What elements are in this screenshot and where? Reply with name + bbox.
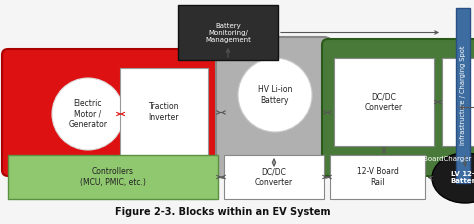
Bar <box>224 155 324 199</box>
Text: Traction
Inverter: Traction Inverter <box>149 102 179 122</box>
Bar <box>178 5 278 60</box>
Text: Electric
Motor /
Generator: Electric Motor / Generator <box>69 99 108 129</box>
Ellipse shape <box>238 58 312 132</box>
Bar <box>8 155 218 199</box>
FancyBboxPatch shape <box>322 39 474 176</box>
Text: 12-V Board
Rail: 12-V Board Rail <box>356 167 399 187</box>
Text: On-BoardCharger: On-BoardCharger <box>412 156 472 162</box>
Text: Controllers
(MCU, PMIC, etc.): Controllers (MCU, PMIC, etc.) <box>80 167 146 187</box>
Text: Figure 2-3. Blocks within an EV System: Figure 2-3. Blocks within an EV System <box>115 207 330 217</box>
Text: Infrastructure / Charging Spot: Infrastructure / Charging Spot <box>460 46 466 145</box>
FancyBboxPatch shape <box>216 37 332 178</box>
Bar <box>442 58 474 146</box>
Ellipse shape <box>52 78 124 150</box>
FancyBboxPatch shape <box>2 49 224 176</box>
Text: DC/DC
Converter: DC/DC Converter <box>255 167 293 187</box>
Text: HV Li-ion
Battery: HV Li-ion Battery <box>258 85 292 105</box>
Text: DC/DC
Converter: DC/DC Converter <box>365 92 403 112</box>
Ellipse shape <box>432 153 474 203</box>
Bar <box>120 68 208 156</box>
Text: LV 12-V
Battery: LV 12-V Battery <box>450 172 474 185</box>
Text: Battery
Monitoring/
Management: Battery Monitoring/ Management <box>205 22 251 43</box>
Bar <box>334 58 434 146</box>
Bar <box>330 155 425 199</box>
Bar <box>456 8 470 183</box>
